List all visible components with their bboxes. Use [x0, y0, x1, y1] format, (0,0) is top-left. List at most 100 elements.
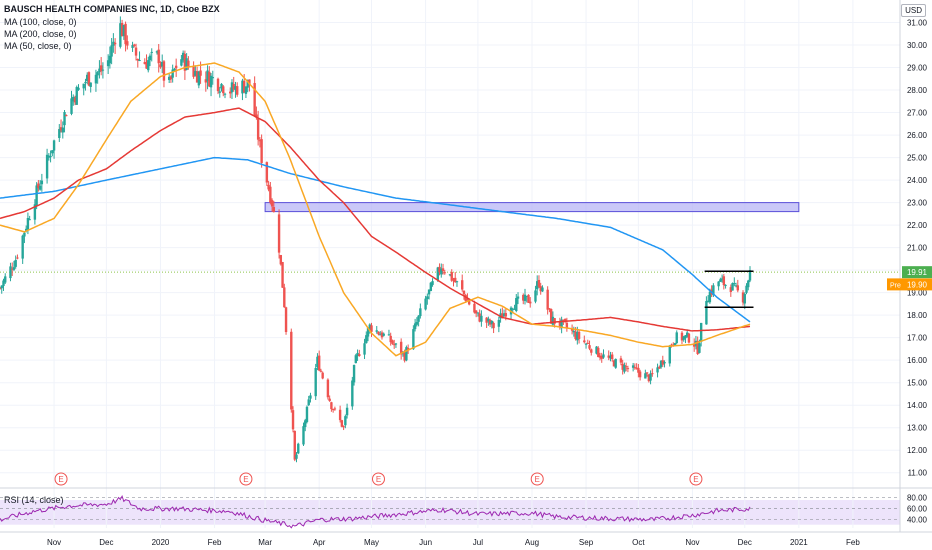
- x-tick-label: Jun: [419, 538, 432, 547]
- candle-body: [598, 355, 602, 358]
- ma100-line: [0, 107, 751, 332]
- candle-body: [502, 313, 506, 317]
- candle-body: [340, 420, 344, 427]
- candle-body: [720, 278, 724, 280]
- candle-body: [647, 374, 651, 382]
- candle-body: [490, 320, 494, 325]
- candle-body: [549, 309, 553, 324]
- candle-body: [314, 368, 317, 397]
- rsi-band: [0, 500, 900, 525]
- candle-body: [63, 112, 66, 126]
- candle-body: [560, 319, 563, 329]
- candle-body: [241, 80, 244, 94]
- earnings-marker-label: E: [693, 475, 698, 484]
- candle-body: [455, 281, 459, 283]
- candle-body: [319, 370, 323, 372]
- candle-body: [211, 77, 214, 79]
- candle-body: [265, 162, 269, 183]
- candle-body: [94, 74, 98, 84]
- x-tick-label: Sep: [579, 538, 594, 547]
- candle-body: [112, 41, 115, 46]
- candle-body: [497, 319, 501, 327]
- candle-body: [218, 91, 221, 93]
- candle-body: [342, 426, 345, 428]
- candle-body: [412, 329, 415, 350]
- candle-body: [11, 268, 14, 270]
- ma100-legend[interactable]: MA (100, close, 0): [4, 17, 77, 27]
- candle-body: [572, 331, 576, 333]
- candle-body: [309, 395, 312, 399]
- pre-price-tag: [887, 278, 932, 291]
- candle-body: [354, 355, 358, 364]
- candle-body: [480, 315, 483, 322]
- candle-body: [724, 284, 727, 286]
- candle-body: [389, 335, 392, 343]
- candle-body: [208, 71, 211, 87]
- candle-body: [614, 358, 617, 368]
- candle-body: [733, 283, 736, 285]
- y-tick-label: 30.00: [907, 41, 928, 50]
- y-tick-label: 11.00: [908, 469, 928, 478]
- candle-body: [488, 319, 492, 325]
- candle-body: [375, 330, 378, 332]
- candle-body: [37, 183, 40, 189]
- candle-body: [440, 268, 443, 275]
- candle-body: [110, 45, 113, 57]
- candle-body: [108, 55, 112, 64]
- candle-body: [722, 276, 726, 286]
- resistance-zone: [264, 202, 800, 213]
- x-tick-label: Jul: [473, 538, 483, 547]
- rsi-tick-label: 60.00: [907, 505, 928, 514]
- candle-body: [588, 345, 591, 349]
- candle-body: [651, 373, 654, 375]
- candle-body: [2, 280, 5, 287]
- x-tick-label: Oct: [632, 538, 645, 547]
- candle-body: [145, 62, 148, 69]
- candle-body: [304, 420, 307, 427]
- candle-body: [558, 322, 562, 327]
- candle-body: [159, 64, 162, 68]
- candle-body: [87, 72, 91, 86]
- candle-body: [150, 51, 153, 53]
- candle-body: [523, 294, 527, 301]
- candle-body: [38, 185, 42, 190]
- candle-body: [185, 58, 188, 70]
- ma200-legend[interactable]: MA (200, close, 0): [4, 29, 77, 39]
- y-tick-label: 22.00: [907, 221, 928, 230]
- x-tick-label: Nov: [47, 538, 61, 547]
- candle-body: [281, 262, 284, 288]
- candle-body: [138, 60, 141, 62]
- y-tick-label: 26.00: [907, 131, 928, 140]
- ma50-legend[interactable]: MA (50, close, 0): [4, 41, 72, 51]
- candle-body: [426, 296, 429, 300]
- candle-body: [525, 295, 528, 297]
- candle-body: [741, 292, 745, 303]
- candle-body: [698, 343, 701, 353]
- y-tick-label: 25.00: [907, 154, 928, 163]
- candle-body: [209, 75, 213, 88]
- candle-body: [14, 259, 17, 267]
- candle-body: [365, 335, 368, 344]
- candle-body: [272, 207, 276, 212]
- candle-body: [377, 331, 380, 335]
- candle-body: [283, 287, 286, 308]
- x-tick-label: Feb: [208, 538, 222, 547]
- y-tick-label: 15.00: [907, 379, 928, 388]
- candle-body: [269, 186, 272, 203]
- candle-body: [619, 358, 623, 363]
- candle-body: [501, 313, 504, 319]
- candle-body: [28, 219, 31, 221]
- currency-badge[interactable]: USD: [901, 4, 926, 17]
- candle-body: [122, 25, 126, 37]
- candle-body: [171, 69, 174, 78]
- candle-body: [126, 41, 129, 46]
- candle-body: [181, 52, 185, 61]
- y-tick-label: 13.00: [907, 424, 928, 433]
- y-tick-label: 23.00: [907, 199, 928, 208]
- candle-body: [270, 200, 274, 207]
- candle-body: [403, 352, 406, 361]
- rsi-legend[interactable]: RSI (14, close): [4, 495, 64, 505]
- candle-body: [351, 380, 354, 407]
- candle-body: [565, 322, 569, 328]
